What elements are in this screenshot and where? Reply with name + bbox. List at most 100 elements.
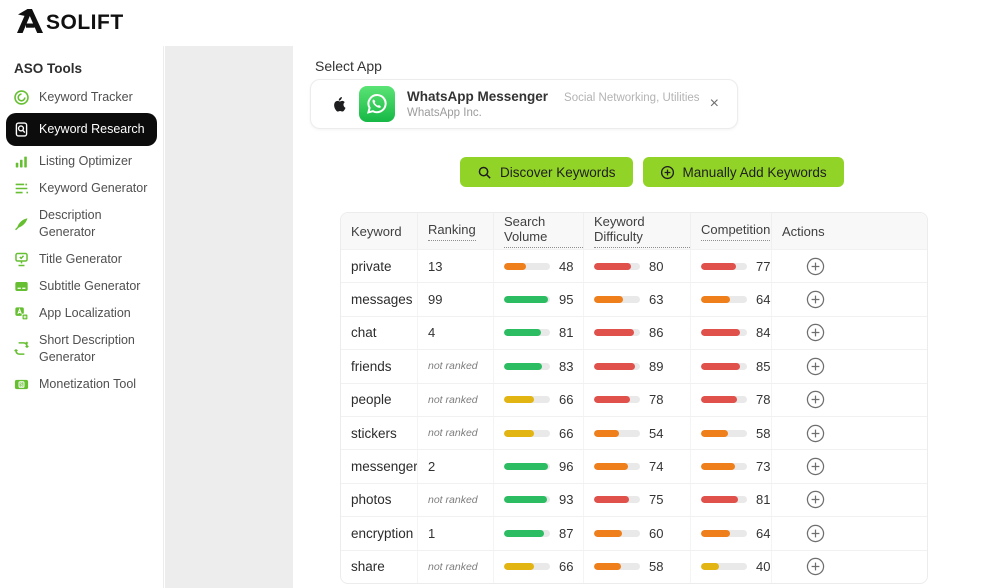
search-volume-cell: 81: [493, 316, 583, 350]
search-volume-cell: 96: [493, 450, 583, 483]
add-keyword-button[interactable]: [806, 390, 825, 409]
metric-bar-fill: [701, 362, 741, 370]
discover-keywords-button[interactable]: Discover Keywords: [460, 157, 633, 187]
add-keyword-button[interactable]: [806, 290, 825, 309]
table-row: photos not ranked 93 75 81: [341, 482, 927, 517]
keyword-difficulty-cell: 74: [583, 450, 690, 483]
metric-bar-track: [701, 362, 747, 370]
metric-bar-fill: [504, 329, 542, 337]
table-row: messenger 2 96 74 73: [341, 449, 927, 483]
metric-bar-fill: [594, 329, 634, 337]
add-keyword-button[interactable]: [806, 524, 825, 543]
sidebar-item-title-generator[interactable]: Title Generator: [6, 246, 157, 273]
search-icon: [478, 166, 491, 179]
main-content: Select App WhatsApp Messenger Social Net…: [293, 46, 1000, 588]
sidebar-item-label: Keyword Generator: [39, 181, 148, 196]
column-header-keyword-difficulty[interactable]: Keyword Difficulty: [583, 213, 690, 249]
metric-bar-fill: [594, 296, 623, 304]
sidebar-item-label: Short Description Generator: [39, 332, 135, 364]
table-row: stickers not ranked 66 54 58: [341, 415, 927, 450]
remove-app-button[interactable]: ×: [709, 95, 719, 112]
sidebar-item-label: Keyword Tracker: [39, 90, 133, 105]
metric-value: 93: [559, 492, 574, 508]
sidebar-item-label: Keyword Research: [39, 122, 145, 137]
top-bar: SOLIFT: [0, 0, 1000, 46]
sidebar-item-short-description-generator[interactable]: Short Description Generator: [6, 327, 157, 371]
metric-bar-fill: [504, 463, 549, 471]
metric-bar-track: [701, 296, 747, 304]
metric-value: 81: [756, 492, 771, 508]
add-keyword-button[interactable]: [806, 257, 825, 276]
metric-bar-track: [504, 496, 550, 504]
sidebar-item-listing-optimizer[interactable]: Listing Optimizer: [6, 148, 157, 175]
metric-value: 74: [649, 459, 664, 475]
search-volume-cell: 83: [493, 350, 583, 383]
table-row: messages 99 95 63 64: [341, 282, 927, 316]
metric-value: 87: [559, 525, 574, 541]
sidebar-item-monetization-tool[interactable]: $ Monetization Tool: [6, 371, 157, 398]
metric-bar-track: [701, 563, 747, 571]
sidebar-item-label: Title Generator: [39, 251, 122, 266]
ranking-cell: 13: [417, 250, 493, 283]
metric-bar-track: [504, 296, 550, 304]
metric-value: 54: [649, 425, 664, 441]
title-generator-icon: [13, 251, 30, 268]
metric-bar-fill: [504, 296, 548, 304]
keyword-tracker-icon: [13, 89, 30, 106]
sidebar-item-description-generator[interactable]: Description Generator: [6, 202, 157, 246]
keyword-cell: photos: [351, 492, 392, 508]
ranking-cell: not ranked: [417, 416, 493, 450]
metric-value: 63: [649, 292, 664, 308]
column-header-ranking[interactable]: Ranking: [417, 213, 493, 249]
metric-value: 86: [649, 325, 664, 341]
metric-bar-track: [594, 563, 640, 571]
add-keyword-button[interactable]: [806, 357, 825, 376]
actions-cell: [771, 316, 927, 350]
actions-cell: [771, 383, 927, 416]
sidebar-item-keyword-tracker[interactable]: Keyword Tracker: [6, 84, 157, 111]
search-volume-cell: 66: [493, 550, 583, 583]
sidebar-item-app-localization[interactable]: App Localization: [6, 300, 157, 327]
not-ranked-label: not ranked: [428, 360, 478, 373]
add-keyword-button[interactable]: [806, 557, 825, 576]
metric-value: 95: [559, 292, 574, 308]
metric-value: 85: [756, 358, 771, 374]
manually-add-keywords-button[interactable]: Manually Add Keywords: [642, 157, 844, 187]
ranking-cell: 99: [417, 283, 493, 316]
metric-value: 77: [756, 258, 771, 274]
column-header-competition[interactable]: Competition: [690, 213, 771, 249]
metric-bar-fill: [594, 362, 635, 370]
sidebar-item-subtitle-generator[interactable]: Subtitle Generator: [6, 273, 157, 300]
metric-bar-fill: [701, 529, 731, 537]
table-row: friends not ranked 83 89 85: [341, 349, 927, 383]
metric-value: 96: [559, 459, 574, 475]
metric-bar-fill: [504, 563, 535, 571]
add-keyword-button[interactable]: [806, 424, 825, 443]
table-row: private 13 48 80 77: [341, 249, 927, 283]
metric-bar-track: [701, 529, 747, 537]
metric-bar-fill: [594, 396, 630, 404]
sidebar-item-keyword-research[interactable]: Keyword Research: [6, 113, 157, 146]
metric-bar-fill: [594, 463, 629, 471]
competition-cell: 85: [690, 350, 771, 383]
metric-value: 89: [649, 358, 664, 374]
subtitle-generator-icon: [13, 278, 30, 295]
sidebar-section-title: ASO Tools: [14, 61, 83, 76]
selected-app-card: WhatsApp Messenger Social Networking, Ut…: [310, 79, 738, 129]
metric-bar-track: [594, 429, 640, 437]
sidebar-item-keyword-generator[interactable]: Keyword Generator: [6, 175, 157, 202]
metric-value: 40: [756, 559, 771, 575]
metric-bar-fill: [504, 529, 545, 537]
add-keyword-button[interactable]: [806, 457, 825, 476]
sidebar-menu: Keyword Tracker Keyword Research Listing…: [0, 84, 163, 398]
keyword-cell: messenger: [351, 459, 417, 475]
add-keyword-button[interactable]: [806, 323, 825, 342]
keyword-cell: stickers: [351, 425, 397, 441]
app-localization-icon: [13, 305, 30, 322]
metric-bar-track: [504, 262, 550, 270]
add-keyword-button[interactable]: [806, 490, 825, 509]
column-header-search-volume[interactable]: Search Volume: [493, 213, 583, 249]
metric-value: 78: [756, 392, 771, 408]
metric-bar-fill: [504, 396, 535, 404]
keyword-difficulty-cell: 86: [583, 316, 690, 350]
